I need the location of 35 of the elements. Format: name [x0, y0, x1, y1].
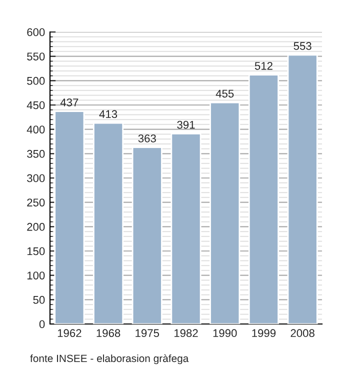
source-note: fonte INSEE - elaborasion gràfega [30, 354, 189, 364]
x-tick-label: 1975 [136, 329, 160, 338]
bar [210, 102, 240, 324]
data-label: 553 [294, 42, 312, 50]
bar [93, 122, 124, 324]
bar [248, 74, 279, 324]
y-tick-label: 400 [26, 126, 45, 134]
y-tick-label: 450 [26, 101, 45, 110]
y-tick-label: 200 [27, 222, 45, 231]
data-label: 437 [60, 98, 78, 106]
y-tick-label: 300 [27, 174, 45, 182]
x-tick-label: 1999 [252, 329, 276, 338]
y-tick-label: 500 [27, 76, 45, 85]
x-tick-label: 1990 [213, 329, 237, 338]
y-tick-label: 600 [27, 28, 45, 36]
bar [54, 110, 85, 324]
x-tick-label: 1968 [96, 329, 120, 338]
y-tick-label: 250 [27, 198, 45, 206]
y-tick-label: 50 [33, 296, 45, 304]
bar [132, 146, 162, 324]
y-tick-label: 0 [39, 320, 45, 328]
bar [170, 133, 202, 324]
data-label: 391 [177, 120, 195, 129]
bar [287, 54, 318, 324]
data-label: 413 [99, 110, 118, 118]
data-label: 363 [138, 134, 156, 142]
y-tick-label: 100 [27, 272, 45, 280]
y-tick-label: 150 [27, 247, 45, 256]
x-tick-label: 2008 [290, 329, 314, 338]
y-tick-label: 550 [27, 52, 45, 60]
y-tick-label: 350 [27, 150, 45, 158]
data-label: 455 [216, 90, 234, 98]
x-tick-label: 1982 [174, 329, 198, 338]
x-tick-label: 1962 [58, 329, 82, 338]
data-label: 512 [254, 62, 272, 70]
